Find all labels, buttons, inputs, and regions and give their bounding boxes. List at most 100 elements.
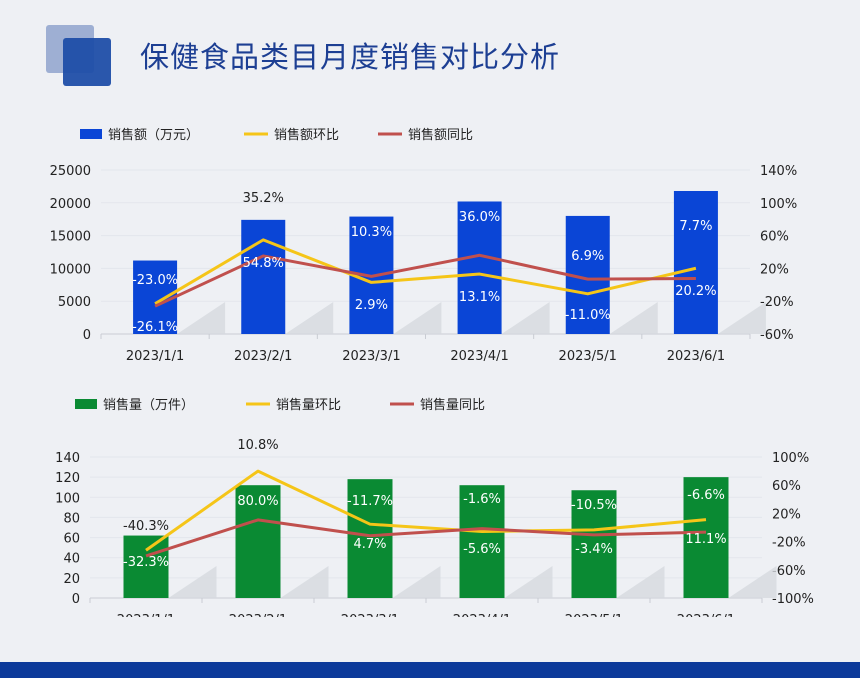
sales-bar-shadow	[393, 302, 442, 334]
sales-yoy-data-label: 36.0%	[459, 210, 500, 225]
sales-right-tick-label: 60%	[760, 230, 789, 245]
volume-mom-line	[145, 469, 707, 552]
sales-category-label: 2023/4/1	[450, 349, 508, 364]
volume-yoy-data-label: -40.3%	[123, 519, 169, 534]
volume-category-label: 2023/5/1	[565, 613, 623, 617]
sales-left-tick-label: 25000	[50, 164, 91, 179]
sales-right-tick-label: -20%	[760, 295, 794, 310]
sales-yoy-data-label: 35.2%	[243, 191, 284, 206]
sales-mom-data-label: 20.2%	[675, 284, 716, 299]
volume-bar	[571, 490, 617, 598]
sales-yoy-data-label: 7.7%	[679, 219, 712, 234]
sales-category-label: 2023/1/1	[126, 349, 184, 364]
page-title: 保健食品类目月度销售对比分析	[140, 40, 561, 74]
logo-square-front	[63, 38, 111, 86]
volume-mom-data-label: 80.0%	[237, 494, 278, 509]
volume-left-tick-label: 60	[63, 532, 80, 547]
volume-legend-label-yoy: 销售量同比	[420, 397, 485, 413]
sales-left-tick-label: 0	[83, 328, 91, 343]
sales-legend-label-mom: 销售额环比	[274, 127, 339, 143]
sales-category-label: 2023/2/1	[234, 349, 292, 364]
volume-mom-data-label: -3.4%	[575, 542, 613, 557]
sales-bar	[457, 201, 502, 334]
volume-yoy-data-label: -6.6%	[687, 488, 725, 503]
sales-right-tick-label: 100%	[760, 197, 797, 212]
sales-bar	[241, 219, 286, 334]
footer-bar	[0, 662, 860, 678]
sales-bar	[673, 190, 718, 334]
volume-right-tick-label: -60%	[772, 564, 806, 579]
sales-bar-shadow	[501, 302, 550, 334]
volume-yoy-data-label: -1.6%	[463, 492, 501, 507]
volume-mom-data-label: -32.3%	[123, 555, 169, 570]
sales-right-tick-label: 140%	[760, 164, 797, 179]
volume-right-tick-label: -100%	[772, 592, 814, 607]
volume-bar-shadow	[168, 566, 217, 598]
sales-bar-shadow	[285, 302, 334, 334]
sales-bar-shadow	[609, 302, 658, 334]
sales-bar	[133, 260, 178, 334]
volume-right-tick-label: 100%	[772, 451, 809, 466]
sales-bar-shadow	[177, 302, 226, 334]
volume-mom-data-label: 11.1%	[685, 532, 726, 547]
volume-bar-shadow	[280, 566, 329, 598]
volume-bar	[347, 479, 393, 598]
volume-bar-shadow	[616, 566, 665, 598]
volume-legend-label-bar: 销售量（万件）	[103, 397, 194, 413]
sales-mom-data-label: 13.1%	[459, 290, 500, 305]
sales-yoy-data-label: 10.3%	[351, 225, 392, 240]
volume-left-tick-label: 0	[72, 592, 80, 607]
volume-right-tick-label: 20%	[772, 507, 801, 522]
volume-yoy-line	[145, 518, 707, 558]
sales-mom-data-label: -23.0%	[132, 273, 178, 288]
sales-right-tick-label: 20%	[760, 262, 789, 277]
sales-left-tick-label: 5000	[58, 295, 91, 310]
volume-category-label: 2023/4/1	[453, 613, 511, 617]
sales-category-label: 2023/6/1	[667, 349, 725, 364]
volume-legend-label-mom: 销售量环比	[276, 397, 341, 413]
volume-mom-data-label: -5.6%	[463, 542, 501, 557]
volume-bar	[123, 535, 169, 598]
volume-category-label: 2023/3/1	[341, 613, 399, 617]
sales-left-tick-label: 10000	[50, 262, 91, 277]
sales-bar-shadow	[717, 302, 766, 334]
volume-left-tick-label: 100	[55, 491, 80, 506]
volume-right-tick-label: -20%	[772, 536, 806, 551]
sales-volume-chart: 销售量（万件） 销售量环比 销售量同比 0 20 40 60 80 100 120 140 -100%…	[55, 397, 814, 617]
sales-legend-label-yoy: 销售额同比	[408, 127, 473, 143]
sales-yoy-line	[154, 253, 696, 308]
volume-bar	[459, 485, 505, 598]
sales-amount-chart: 销售额（万元） 销售额环比 销售额同比 0 5000 10000 15000 20000 250…	[50, 127, 798, 364]
sales-left-tick-label: 15000	[50, 230, 91, 245]
sales-category-label: 2023/5/1	[559, 349, 617, 364]
volume-category-label: 2023/2/1	[229, 613, 287, 617]
volume-bar	[683, 477, 729, 598]
volume-left-tick-label: 40	[63, 552, 80, 567]
volume-mom-data-label: 4.7%	[353, 537, 386, 552]
sales-left-tick-label: 20000	[50, 197, 91, 212]
volume-category-label: 2023/1/1	[117, 613, 175, 617]
sales-mom-data-label: 2.9%	[355, 298, 388, 313]
volume-yoy-data-label: 10.8%	[237, 438, 278, 453]
sales-yoy-data-label: 6.9%	[571, 249, 604, 264]
volume-category-label: 2023/6/1	[677, 613, 735, 617]
volume-legend-swatch-bar	[75, 399, 97, 409]
sales-mom-data-label: -11.0%	[565, 308, 611, 323]
volume-left-tick-label: 120	[55, 471, 80, 486]
volume-left-tick-label: 140	[55, 451, 80, 466]
volume-right-tick-label: 60%	[772, 479, 801, 494]
sales-category-label: 2023/3/1	[342, 349, 400, 364]
sales-right-tick-label: -60%	[760, 328, 794, 343]
sales-mom-data-label: 54.8%	[243, 256, 284, 271]
volume-left-tick-label: 20	[63, 572, 80, 587]
volume-left-tick-label: 80	[63, 511, 80, 526]
volume-yoy-data-label: -11.7%	[347, 494, 393, 509]
volume-yoy-data-label: -10.5%	[571, 498, 617, 513]
volume-bar	[235, 485, 281, 598]
volume-bar-shadow	[504, 566, 553, 598]
sales-yoy-data-label: -26.1%	[132, 320, 178, 335]
sales-legend-swatch-bar	[80, 129, 102, 139]
volume-bar-shadow	[728, 566, 777, 598]
volume-bar-shadow	[392, 566, 441, 598]
sales-legend-label-bar: 销售额（万元）	[108, 127, 199, 143]
